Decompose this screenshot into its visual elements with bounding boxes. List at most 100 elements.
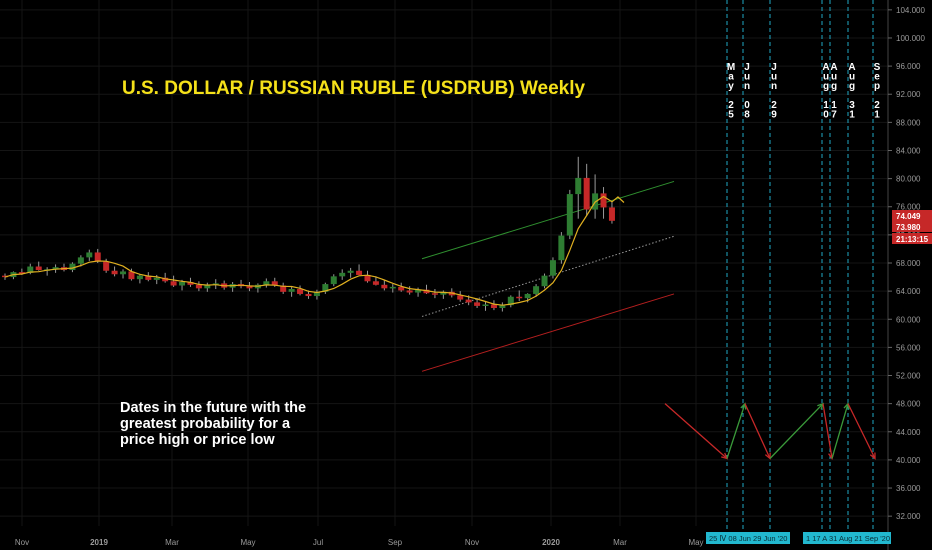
- date-tag-bg: [803, 532, 891, 544]
- candle-up: [27, 266, 34, 273]
- date-character: u: [849, 72, 855, 83]
- date-character: 3: [849, 100, 855, 111]
- date-character: A: [822, 62, 829, 73]
- candle-down: [297, 289, 304, 294]
- candle-up: [482, 304, 489, 306]
- candle-up: [440, 291, 447, 295]
- candle-up: [415, 289, 422, 293]
- candle-down: [103, 261, 110, 271]
- forecast-down-arrow: [847, 403, 876, 459]
- annotation-line-3: price high or price low: [120, 432, 275, 448]
- date-character: a: [728, 72, 734, 83]
- date-character: u: [771, 72, 777, 83]
- last-price-tag-bg: [892, 210, 932, 221]
- candle-up: [339, 272, 346, 277]
- countdown-tag-bg: [892, 233, 932, 244]
- candle-down: [457, 295, 464, 300]
- countdown-tag: 21:13:15: [896, 235, 929, 244]
- date-tags: 25 Ⅳ 08 Jun 29 Jun '20 1 17 A 31 Aug 21 S…: [706, 532, 891, 544]
- candle-up: [288, 289, 295, 292]
- price-tick-label: 80.000: [896, 175, 921, 184]
- candle-up: [313, 291, 320, 297]
- candle-down: [398, 286, 405, 291]
- candle-up: [558, 235, 565, 261]
- forecast-down-arrow: [744, 403, 771, 459]
- date-character: u: [823, 72, 829, 83]
- date-character: 5: [728, 110, 734, 121]
- candle-down: [305, 293, 312, 297]
- forecast-down-arrow: [664, 403, 728, 459]
- price-tick-label: 96.000: [896, 62, 921, 71]
- candle-up: [549, 260, 556, 276]
- price-tags: 74.049 73.980 21:13:15: [892, 210, 932, 244]
- date-character: y: [728, 81, 734, 92]
- candle-up: [330, 276, 337, 285]
- date-character: 0: [744, 100, 750, 111]
- date-character: g: [849, 81, 855, 92]
- candle-down: [372, 281, 379, 285]
- price-tick-label: 36.000: [896, 484, 921, 493]
- candle-down: [280, 285, 287, 292]
- trend-channel: [421, 180, 675, 372]
- date-character: 2: [771, 100, 777, 111]
- date-character: 0: [823, 110, 829, 121]
- annotation-line-2: greatest probability for a: [120, 416, 291, 432]
- candle-up: [153, 277, 160, 280]
- date-character: 1: [849, 110, 855, 121]
- price-tick-label: 52.000: [896, 372, 921, 381]
- date-character: 1: [823, 100, 829, 111]
- time-tick-label: Nov: [465, 538, 479, 547]
- forecast-zigzag: [664, 402, 876, 460]
- candle-up: [347, 270, 354, 273]
- grid-lines: [0, 0, 888, 526]
- annotation-line-1: Dates in the future with the: [120, 400, 306, 416]
- time-tick-label: 2019: [90, 538, 108, 547]
- price-tick-label: 88.000: [896, 118, 921, 127]
- candle-down: [423, 289, 430, 294]
- candle-up: [52, 267, 59, 270]
- candle-down: [608, 207, 615, 221]
- date-character: 1: [874, 110, 880, 121]
- date-character: J: [744, 62, 750, 73]
- time-axis: Nov 2019 Mar May Jul Sep Nov 2020 Mar May: [15, 538, 704, 547]
- candle-up: [389, 286, 396, 289]
- date-character: S: [874, 62, 881, 73]
- date-character: A: [830, 62, 837, 73]
- forecast-up-arrow: [726, 403, 746, 459]
- candlestick-series: [2, 156, 615, 312]
- forecast-up-arrow: [769, 403, 824, 459]
- date-tag-label: 25 Ⅳ 08 Jun 29 Jun '20: [709, 534, 787, 543]
- date-character: 8: [744, 110, 750, 121]
- price-tick-label: 44.000: [896, 428, 921, 437]
- time-tick-label: Mar: [165, 538, 179, 547]
- price-tick-label: 64.000: [896, 287, 921, 296]
- date-character: n: [744, 81, 750, 92]
- candle-down: [431, 293, 438, 295]
- date-character: e: [874, 72, 880, 83]
- chart-title: U.S. DOLLAR / RUSSIAN RUBLE (USDRUB) Wee…: [122, 78, 586, 99]
- candle-down: [145, 275, 152, 280]
- candle-down: [381, 284, 388, 289]
- forecast-up-arrow: [831, 403, 849, 459]
- candle-down: [35, 266, 42, 271]
- time-tick-label: May: [688, 538, 703, 547]
- time-tick-label: 2020: [542, 538, 560, 547]
- price-axis: 32.000 36.000 40.000 44.000 48.000 52.000 56.0…: [887, 0, 925, 550]
- last-price-tag: 74.049: [896, 212, 921, 221]
- candle-up: [204, 284, 211, 289]
- time-tick-label: Mar: [613, 538, 627, 547]
- candle-down: [406, 290, 413, 293]
- candle-up: [322, 284, 329, 292]
- price-tick-label: 104.000: [896, 6, 925, 15]
- date-character: J: [771, 62, 777, 73]
- time-tick-label: May: [240, 538, 255, 547]
- price-tick-label: 48.000: [896, 400, 921, 409]
- date-character: g: [823, 81, 829, 92]
- candle-up: [533, 286, 540, 294]
- upper-trendline: [421, 180, 675, 260]
- candle-up: [499, 305, 506, 309]
- lower-trendline: [421, 293, 675, 372]
- date-character: p: [874, 81, 880, 92]
